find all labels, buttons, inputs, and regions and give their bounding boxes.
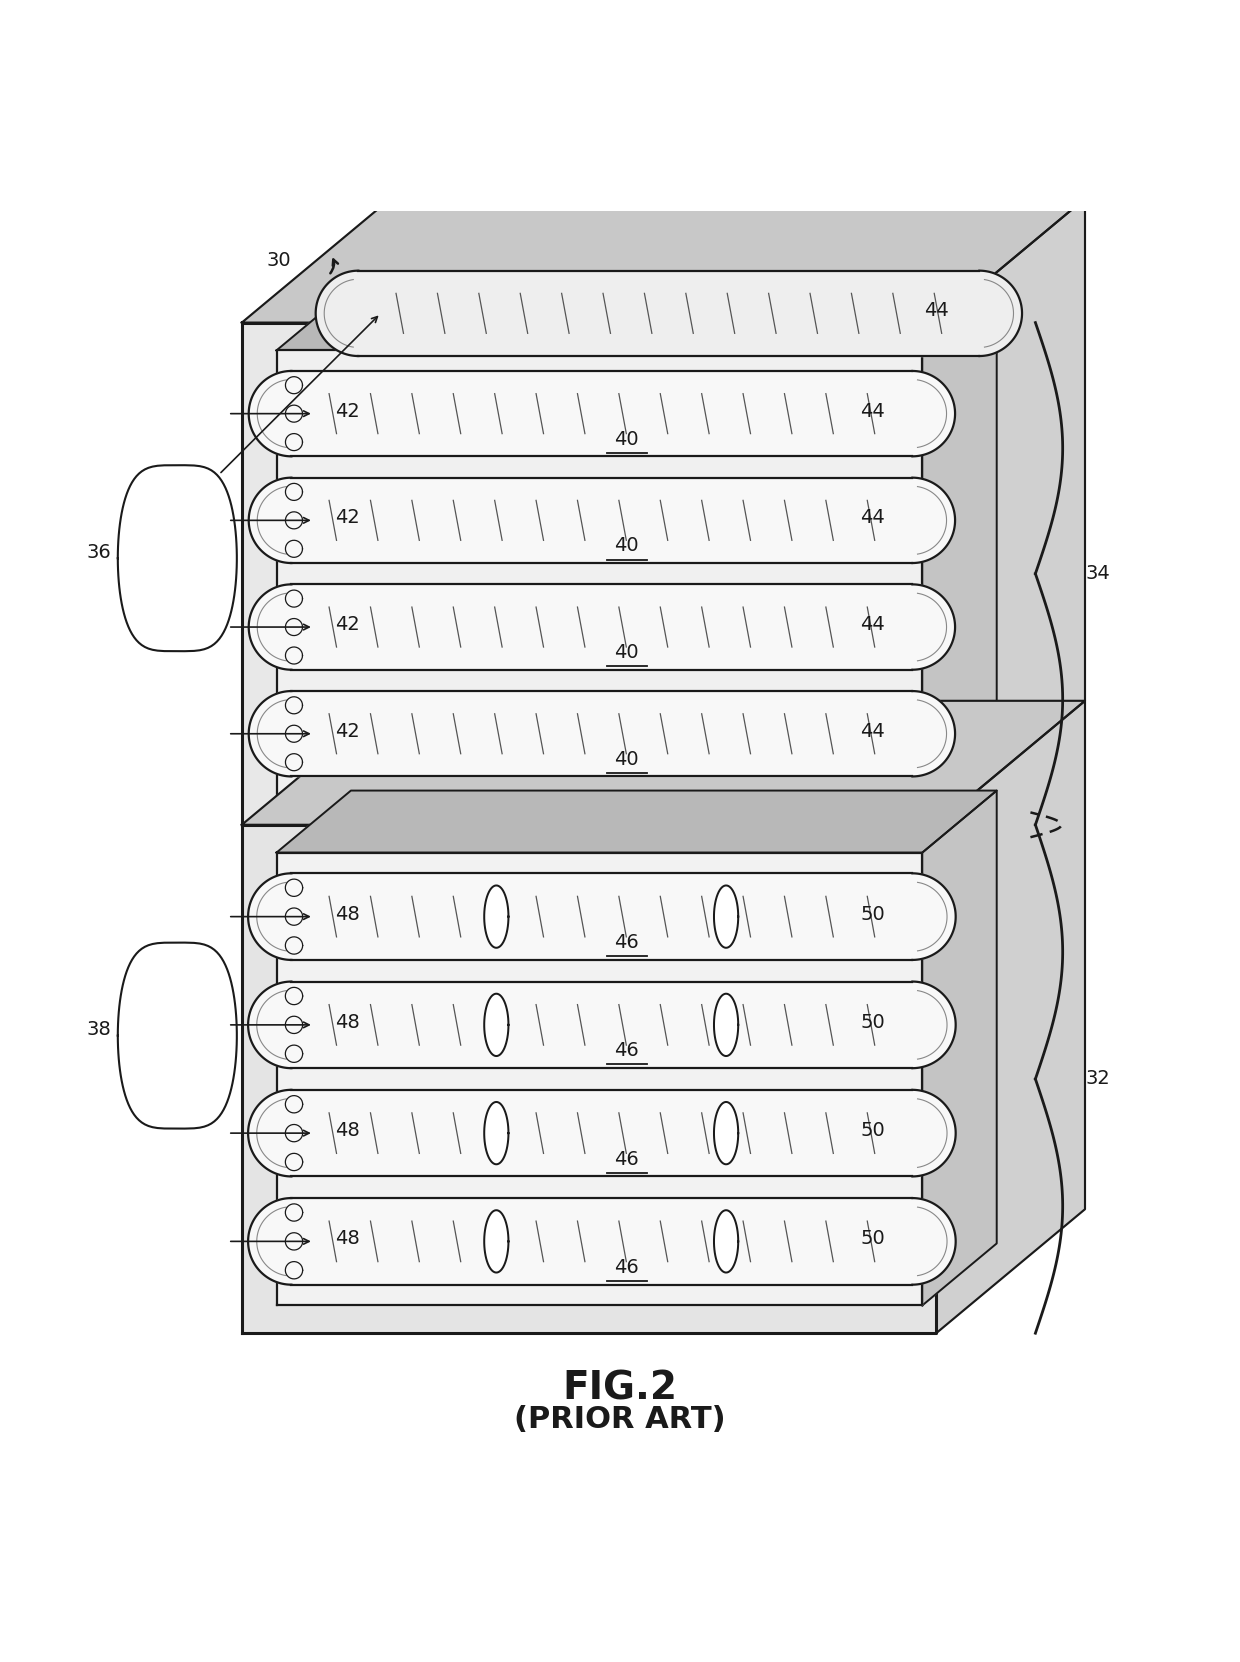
Text: 44: 44: [861, 721, 885, 741]
Polygon shape: [248, 982, 291, 1069]
Polygon shape: [714, 1210, 738, 1273]
Text: 50: 50: [861, 904, 885, 924]
Text: 50: 50: [861, 1122, 885, 1140]
Polygon shape: [913, 1198, 956, 1285]
Polygon shape: [291, 1198, 913, 1285]
Text: 42: 42: [335, 615, 360, 633]
Polygon shape: [291, 477, 913, 563]
Polygon shape: [485, 1210, 508, 1273]
Polygon shape: [923, 791, 997, 1305]
Polygon shape: [277, 351, 923, 798]
Polygon shape: [249, 371, 291, 457]
Text: 50: 50: [861, 1230, 885, 1248]
Polygon shape: [913, 982, 956, 1069]
Polygon shape: [249, 477, 291, 563]
Text: 44: 44: [861, 509, 885, 527]
Polygon shape: [936, 198, 1085, 824]
Polygon shape: [485, 886, 508, 947]
Text: 50: 50: [861, 1012, 885, 1032]
Polygon shape: [249, 585, 291, 670]
Polygon shape: [291, 1090, 913, 1177]
Text: (PRIOR ART): (PRIOR ART): [515, 1406, 725, 1434]
Polygon shape: [242, 824, 936, 1333]
Polygon shape: [291, 691, 913, 776]
Polygon shape: [316, 271, 358, 356]
Text: 40: 40: [614, 643, 639, 661]
Polygon shape: [913, 691, 955, 776]
Polygon shape: [936, 701, 1085, 1333]
Text: 44: 44: [861, 615, 885, 633]
Text: 44: 44: [861, 402, 885, 420]
Polygon shape: [980, 271, 1022, 356]
Polygon shape: [913, 1090, 956, 1177]
Text: 30: 30: [267, 251, 291, 271]
Text: 46: 46: [614, 1258, 639, 1276]
Text: 48: 48: [335, 1230, 360, 1248]
Text: 40: 40: [614, 750, 639, 770]
Polygon shape: [714, 1102, 738, 1165]
Text: 38: 38: [87, 1020, 112, 1039]
Polygon shape: [277, 289, 997, 351]
Text: 48: 48: [335, 1122, 360, 1140]
Polygon shape: [714, 994, 738, 1055]
Polygon shape: [485, 994, 508, 1055]
Text: 46: 46: [614, 932, 639, 952]
Polygon shape: [913, 477, 955, 563]
Polygon shape: [913, 371, 955, 457]
Polygon shape: [358, 271, 980, 356]
Polygon shape: [248, 1090, 291, 1177]
Polygon shape: [291, 371, 913, 457]
Text: 40: 40: [614, 430, 639, 449]
Text: 46: 46: [614, 1042, 639, 1060]
Text: 42: 42: [335, 721, 360, 741]
Text: 42: 42: [335, 402, 360, 420]
Text: 40: 40: [614, 537, 639, 555]
Text: 44: 44: [924, 301, 949, 321]
Text: 48: 48: [335, 904, 360, 924]
Polygon shape: [242, 198, 1085, 322]
Text: 46: 46: [614, 1150, 639, 1168]
Polygon shape: [248, 873, 291, 961]
Polygon shape: [291, 982, 913, 1069]
Polygon shape: [248, 1198, 291, 1285]
Polygon shape: [913, 585, 955, 670]
Text: FIG.2: FIG.2: [563, 1369, 677, 1408]
Text: 42: 42: [335, 509, 360, 527]
Polygon shape: [242, 701, 1085, 824]
Polygon shape: [249, 691, 291, 776]
Polygon shape: [242, 322, 936, 824]
Polygon shape: [277, 853, 923, 1305]
Polygon shape: [485, 1102, 508, 1165]
Text: 34: 34: [1085, 563, 1110, 583]
Text: 48: 48: [335, 1012, 360, 1032]
Polygon shape: [923, 289, 997, 798]
Polygon shape: [291, 585, 913, 670]
Text: 36: 36: [87, 542, 112, 562]
Polygon shape: [714, 886, 738, 947]
Polygon shape: [913, 873, 956, 961]
Text: 32: 32: [1085, 1070, 1110, 1089]
Polygon shape: [277, 791, 997, 853]
Polygon shape: [291, 873, 913, 961]
